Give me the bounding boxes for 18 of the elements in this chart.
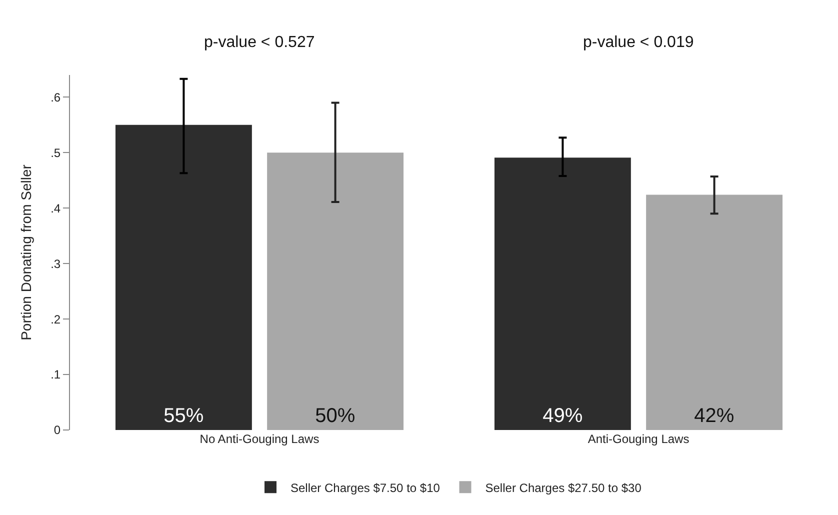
data-label: 50% bbox=[315, 405, 356, 427]
y-tick-label: .5 bbox=[50, 146, 61, 160]
legend-label: Seller Charges $27.50 to $30 bbox=[485, 480, 642, 495]
y-tick-label: .1 bbox=[50, 368, 61, 382]
text: p-value < 0.019 bbox=[583, 34, 694, 51]
x-tick-label: No Anti-Gouging Laws bbox=[200, 432, 320, 446]
y-tick-label: .2 bbox=[50, 312, 61, 326]
text: p-value < 0.527 bbox=[204, 34, 315, 51]
y-axis-title: Portion Donating from Seller bbox=[18, 164, 34, 340]
y-tick-label: .3 bbox=[50, 256, 61, 271]
x-tick-label: Anti-Gouging Laws bbox=[588, 432, 690, 446]
data-label: 55% bbox=[164, 405, 204, 427]
data-label: 42% bbox=[694, 405, 734, 427]
y-tick-label: 0 bbox=[54, 423, 61, 438]
data-label: 49% bbox=[542, 405, 583, 427]
y-tick-label: .4 bbox=[50, 201, 61, 216]
legend-label: Seller Charges $7.50 to $10 bbox=[290, 480, 440, 495]
y-tick-label: .6 bbox=[50, 90, 61, 104]
